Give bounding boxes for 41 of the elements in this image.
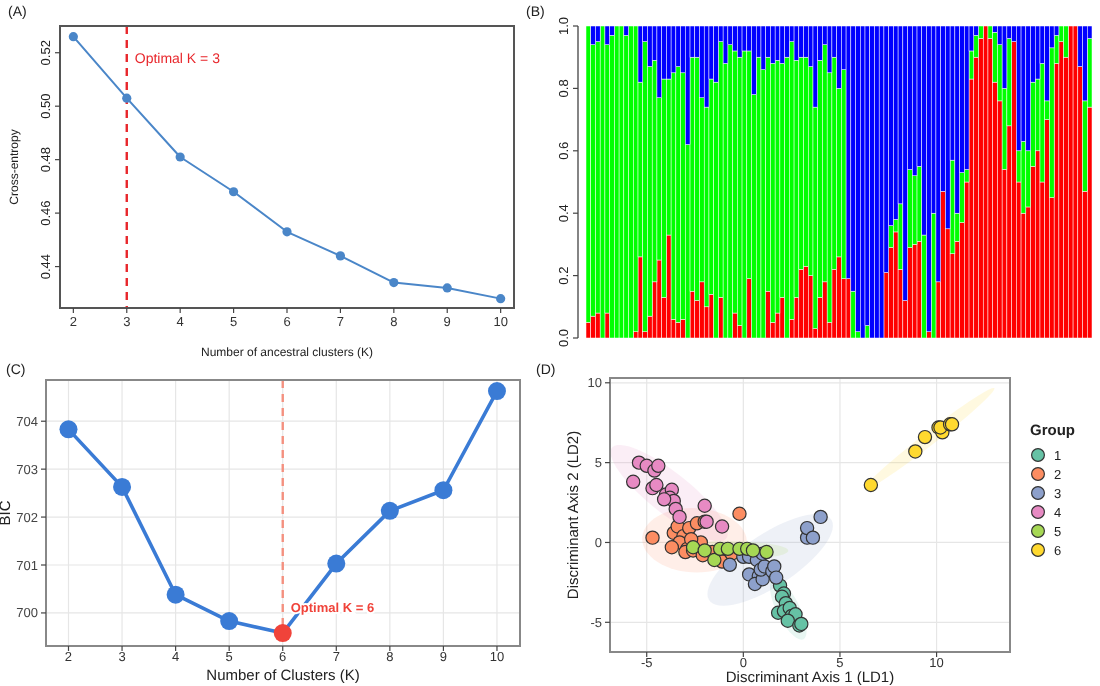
- point: [863, 477, 879, 493]
- point: [805, 530, 821, 545]
- point: [745, 543, 761, 558]
- point: [768, 570, 784, 585]
- point: [434, 481, 453, 500]
- point: [59, 420, 78, 439]
- point: [220, 612, 239, 631]
- point: [732, 506, 747, 521]
- point: [625, 474, 641, 489]
- point: [722, 557, 738, 573]
- point: [228, 187, 239, 197]
- bar: [855, 26, 861, 333]
- point: [380, 501, 399, 520]
- bar: [874, 26, 880, 338]
- point: [813, 509, 828, 525]
- point: [496, 294, 506, 304]
- point: [335, 251, 346, 261]
- point: [442, 283, 452, 293]
- point: [664, 540, 680, 555]
- point: [908, 444, 923, 459]
- point: [656, 492, 672, 507]
- point: [917, 429, 933, 445]
- point: [68, 32, 78, 42]
- point: [166, 585, 185, 604]
- point: [697, 498, 712, 513]
- point: [273, 624, 292, 643]
- bar: [628, 26, 634, 338]
- point: [175, 152, 185, 162]
- point: [122, 93, 132, 103]
- point: [672, 509, 687, 525]
- point: [327, 554, 346, 573]
- point: [389, 278, 399, 288]
- point: [113, 477, 132, 496]
- point: [651, 458, 666, 474]
- point: [707, 552, 722, 568]
- point: [645, 530, 660, 545]
- point: [697, 543, 712, 558]
- point: [780, 613, 795, 628]
- point: [714, 519, 730, 534]
- point: [282, 227, 292, 237]
- point: [487, 382, 506, 401]
